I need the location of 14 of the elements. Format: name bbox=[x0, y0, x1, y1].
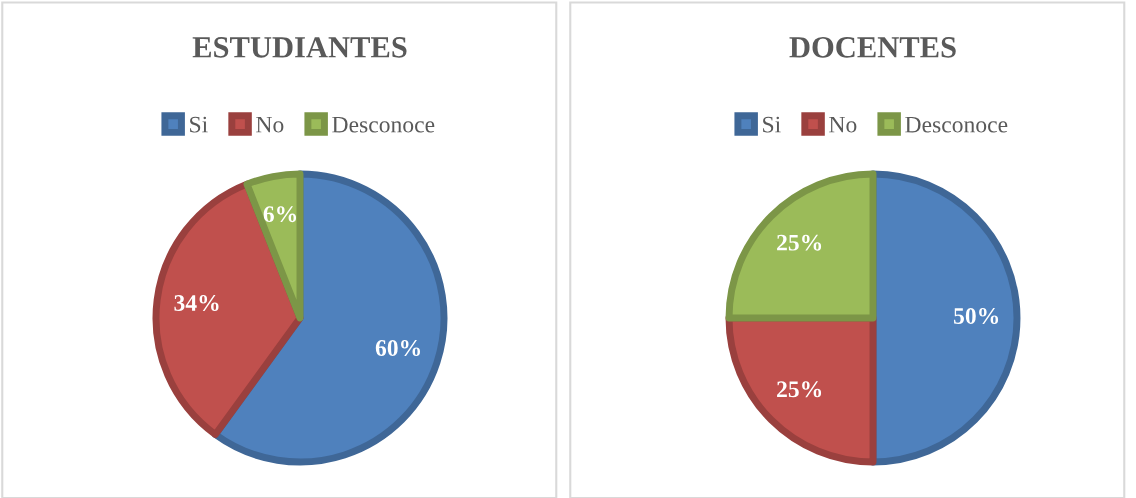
data-label: 60% bbox=[375, 340, 420, 357]
chart-title: ESTUDIANTES bbox=[192, 37, 407, 58]
legend-label: Desconoce bbox=[905, 116, 1008, 133]
data-label: 50% bbox=[954, 307, 999, 324]
legend-label: No bbox=[829, 116, 857, 133]
data-label: 6% bbox=[263, 206, 297, 223]
data-label: 25% bbox=[777, 381, 822, 398]
legend-label: No bbox=[256, 116, 284, 133]
legend-label: Desconoce bbox=[332, 116, 435, 133]
legend-label: Si bbox=[763, 116, 781, 133]
chart-title: DOCENTES bbox=[789, 37, 956, 58]
legend-label: Si bbox=[190, 116, 208, 133]
data-label: 34% bbox=[174, 294, 219, 311]
data-label: 25% bbox=[777, 234, 822, 251]
